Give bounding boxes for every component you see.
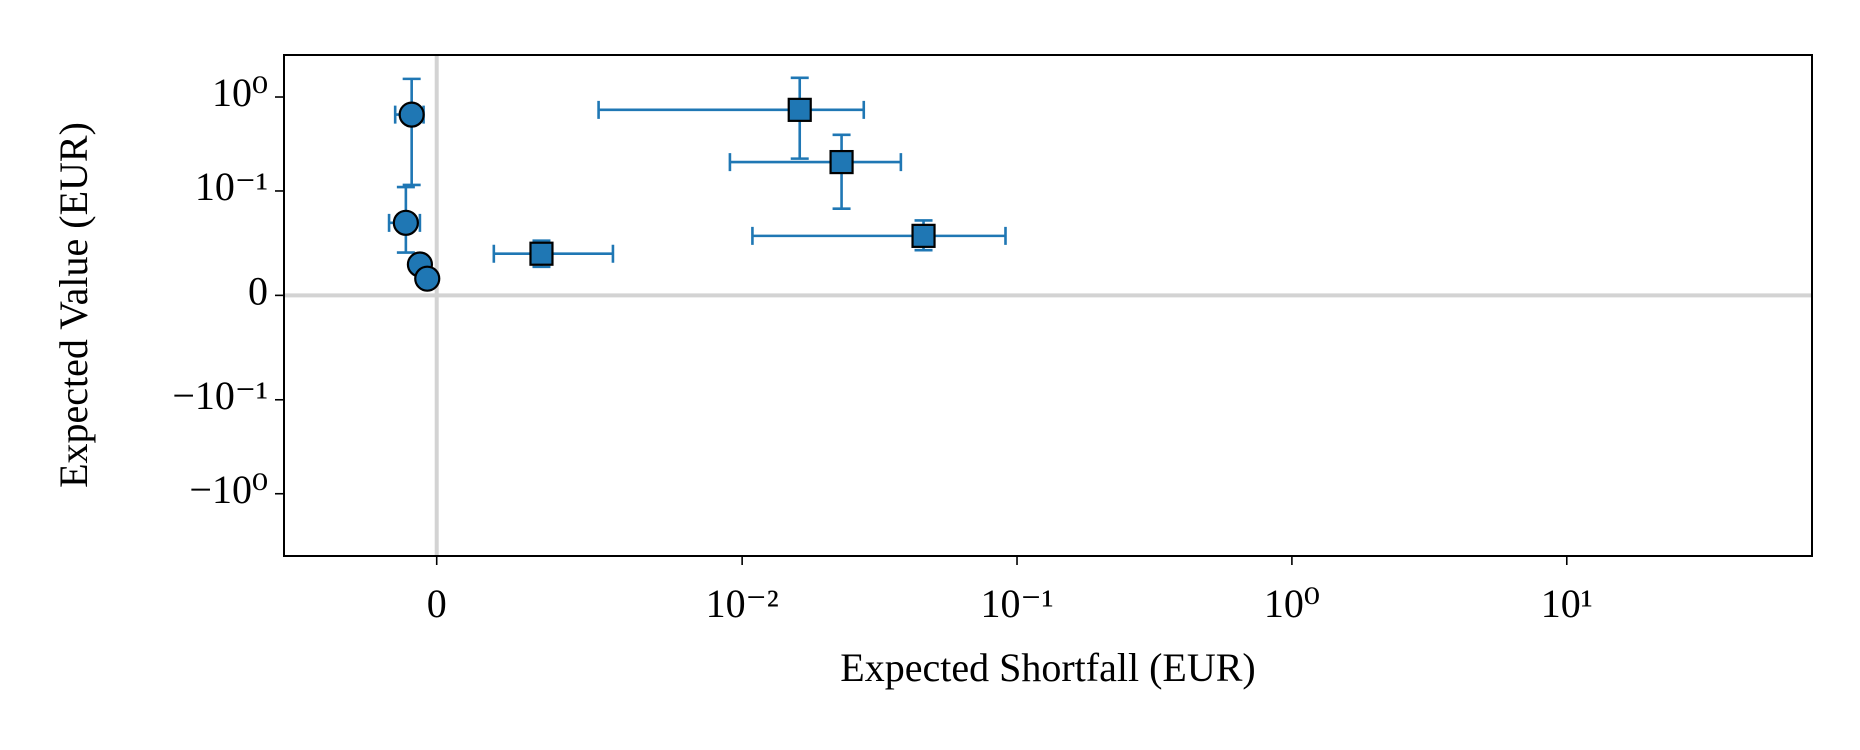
x-error-bar	[751, 226, 1007, 245]
square-marker	[787, 97, 812, 122]
x-tick-label: 0	[427, 581, 447, 626]
y-tick-label: 10⁻¹	[195, 164, 268, 209]
y-tick-label: 0	[248, 269, 268, 314]
circle-marker	[398, 101, 425, 128]
x-error-bar	[597, 100, 866, 119]
x-tick-label: 10¹	[1541, 581, 1593, 626]
y-tick-label: −10⁻¹	[172, 373, 268, 418]
y-error-bar	[402, 77, 421, 187]
plot-frame	[283, 54, 1813, 557]
x-error-bar	[728, 153, 903, 172]
square-marker	[829, 149, 854, 175]
y-axis-label: Expected Value (EUR)	[51, 122, 96, 488]
x-tick-label: 10⁻¹	[980, 581, 1053, 626]
square-marker	[911, 223, 936, 248]
x-tick-label: 10⁻²	[706, 581, 779, 626]
x-tick-label: 10⁰	[1264, 581, 1320, 626]
circle-marker	[414, 265, 441, 292]
square-marker	[529, 241, 554, 266]
y-tick-label: 10⁰	[212, 70, 268, 115]
y-tick-label: −10⁰	[189, 467, 268, 512]
circle-marker	[392, 209, 419, 236]
x-axis-label: Expected Shortfall (EUR)	[840, 645, 1255, 690]
